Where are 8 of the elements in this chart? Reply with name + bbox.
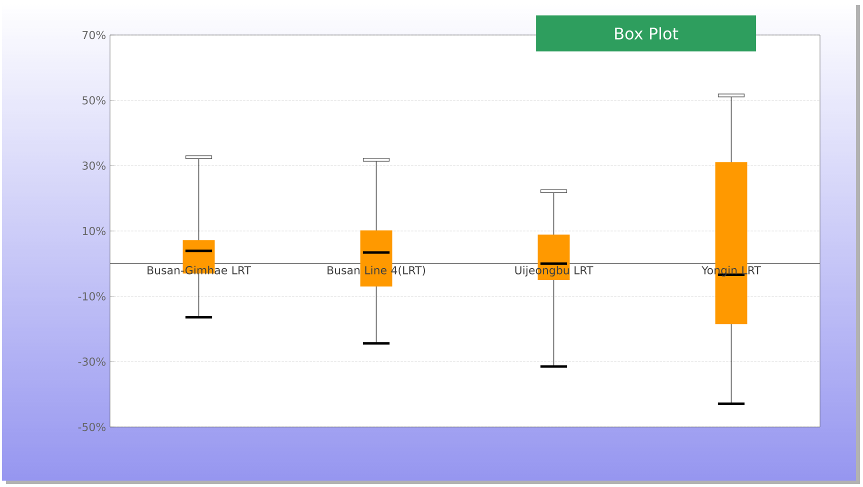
- y-tick-label: -50%: [78, 422, 106, 432]
- y-tick-label: 30%: [82, 162, 106, 170]
- y-tick-label: 10%: [82, 226, 106, 236]
- chart-title: Box Plot: [615, 27, 678, 40]
- y-tick-label: -10%: [78, 292, 106, 300]
- y-tick-label: -30%: [78, 358, 106, 366]
- y-tick-label: 70%: [82, 30, 106, 40]
- y-tick-label: 50%: [82, 96, 106, 104]
